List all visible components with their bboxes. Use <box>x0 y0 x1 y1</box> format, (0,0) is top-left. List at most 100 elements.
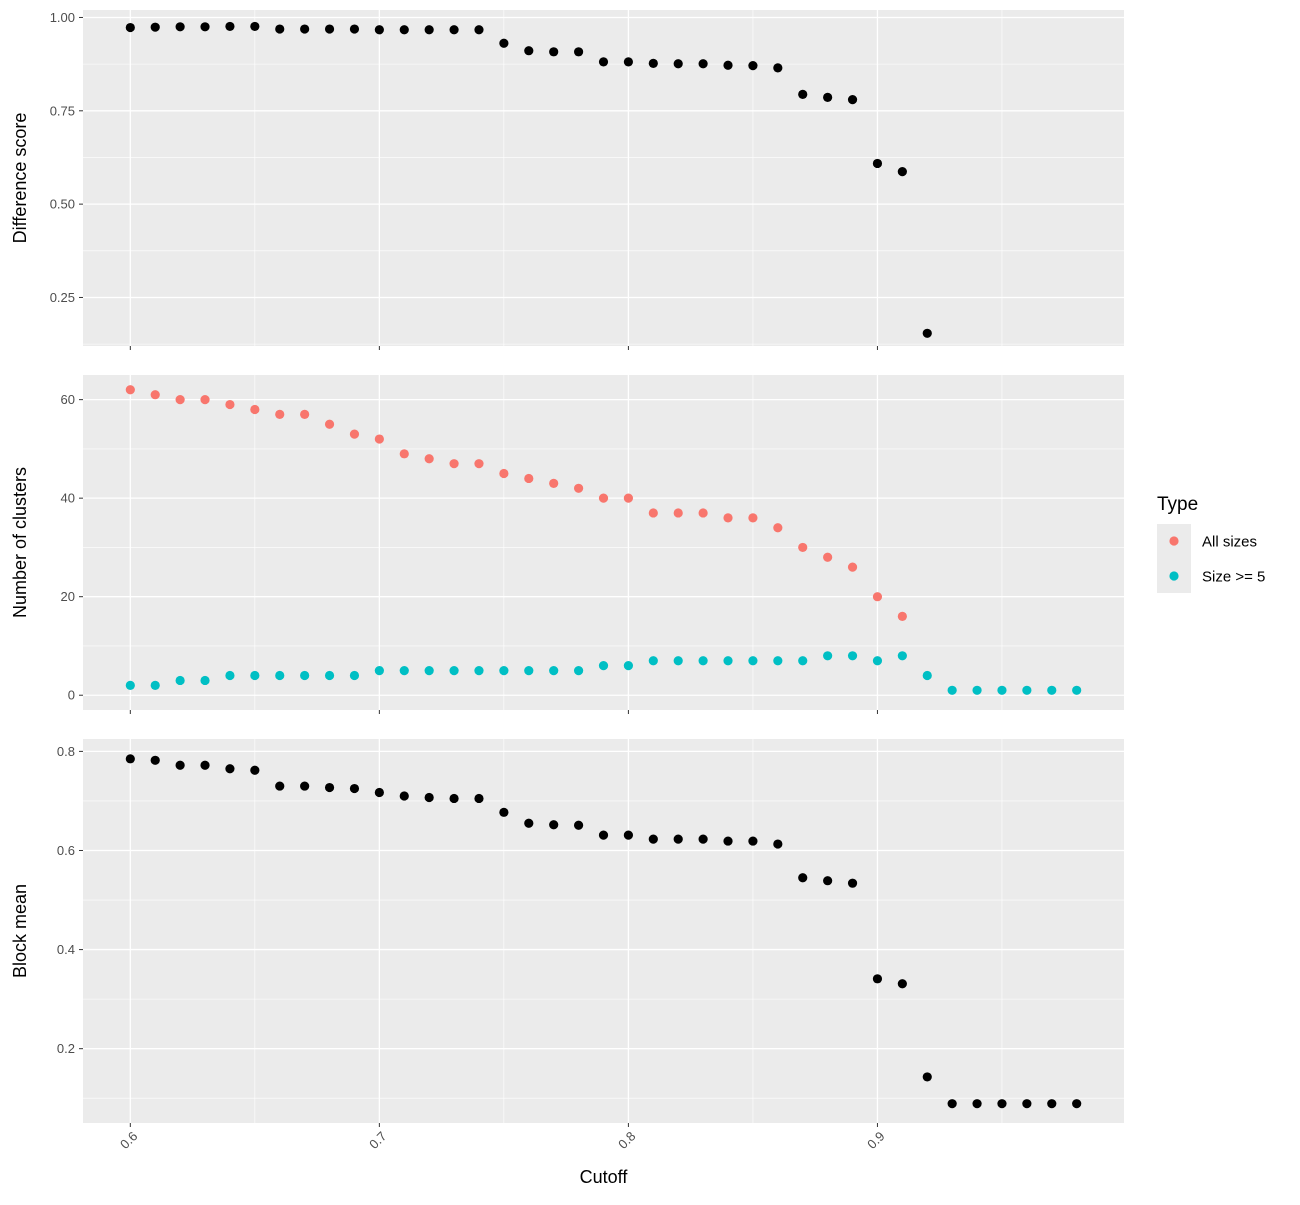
data-point <box>947 1099 957 1109</box>
data-point <box>200 395 210 405</box>
data-point <box>1047 1099 1057 1109</box>
data-point <box>922 328 932 338</box>
data-point <box>847 562 858 572</box>
y-tick-label: 40 <box>61 491 75 506</box>
data-point <box>997 685 1007 695</box>
data-point <box>524 818 534 828</box>
data-point <box>972 685 982 695</box>
data-point <box>125 385 135 395</box>
data-point <box>997 1099 1007 1109</box>
data-point <box>399 25 409 35</box>
data-point <box>424 454 434 464</box>
data-point <box>549 665 559 676</box>
data-point <box>424 665 434 676</box>
data-point <box>1022 685 1032 695</box>
data-point <box>374 787 384 798</box>
data-point <box>449 665 459 676</box>
data-point <box>748 61 758 71</box>
data-point <box>524 473 534 484</box>
data-point <box>573 483 584 493</box>
data-point <box>823 552 833 562</box>
y-tick-label: 1.00 <box>50 10 75 25</box>
data-point <box>175 22 185 32</box>
y-tick-label: 60 <box>61 392 75 407</box>
data-point <box>698 508 708 518</box>
data-point <box>324 670 335 681</box>
data-point <box>200 22 210 32</box>
y-tick-label: 0.8 <box>57 744 75 759</box>
data-point <box>349 670 360 681</box>
legend-title: Type <box>1157 494 1198 515</box>
data-point <box>798 542 808 553</box>
data-point <box>847 95 858 105</box>
data-point <box>847 878 858 888</box>
data-point <box>723 60 733 70</box>
data-point <box>324 24 335 34</box>
y-tick-label: 0.2 <box>57 1041 75 1056</box>
data-point <box>125 22 135 33</box>
y-tick-label: 0.6 <box>57 843 75 858</box>
data-point <box>673 656 683 666</box>
data-point <box>648 508 658 518</box>
data-point <box>175 760 185 770</box>
data-point <box>474 25 484 35</box>
data-point <box>698 656 708 666</box>
data-point <box>847 651 858 661</box>
data-point <box>449 459 459 469</box>
data-point <box>275 409 285 420</box>
data-point <box>524 46 534 56</box>
data-point <box>374 25 384 35</box>
legend-label: Size >= 5 <box>1202 569 1265 586</box>
data-point <box>374 665 384 676</box>
data-point <box>573 47 584 57</box>
data-point <box>823 651 833 661</box>
data-point <box>424 25 434 35</box>
data-point <box>474 459 484 469</box>
y-tick-label: 0 <box>68 688 75 703</box>
data-point <box>773 63 783 73</box>
data-point <box>598 830 609 840</box>
data-point <box>150 755 160 765</box>
data-point <box>275 781 285 791</box>
data-point <box>175 675 185 686</box>
data-point <box>623 57 634 67</box>
data-point <box>499 665 509 676</box>
data-point <box>474 793 484 804</box>
y-axis-title: Difference score <box>10 113 30 244</box>
data-point <box>399 665 409 676</box>
y-tick-label: 0.50 <box>50 197 75 212</box>
data-point <box>524 665 534 676</box>
data-point <box>648 58 658 68</box>
data-point <box>474 665 484 676</box>
data-point <box>947 685 957 695</box>
data-point <box>897 979 907 989</box>
data-point <box>1022 1099 1032 1109</box>
data-point <box>399 449 409 459</box>
data-point <box>673 59 683 69</box>
data-point <box>573 820 584 830</box>
data-point <box>225 21 235 32</box>
data-point <box>549 478 559 488</box>
data-point <box>698 834 708 844</box>
data-point <box>449 793 459 804</box>
panel-background <box>83 375 1124 710</box>
data-point <box>125 754 135 764</box>
data-point <box>499 807 509 817</box>
data-point <box>773 523 783 533</box>
data-point <box>250 765 260 775</box>
data-point <box>723 656 733 666</box>
data-point <box>897 167 907 177</box>
x-tick-label: 0.7 <box>366 1129 389 1152</box>
x-tick-label: 0.9 <box>864 1129 887 1152</box>
data-point <box>922 670 932 681</box>
data-point <box>150 390 160 400</box>
data-point <box>225 764 235 774</box>
data-point <box>1072 1099 1082 1109</box>
data-point <box>623 830 634 840</box>
data-point <box>673 508 683 518</box>
x-tick-label: 0.8 <box>615 1129 638 1152</box>
data-point <box>773 656 783 666</box>
data-point <box>623 661 634 671</box>
data-point <box>673 834 683 844</box>
